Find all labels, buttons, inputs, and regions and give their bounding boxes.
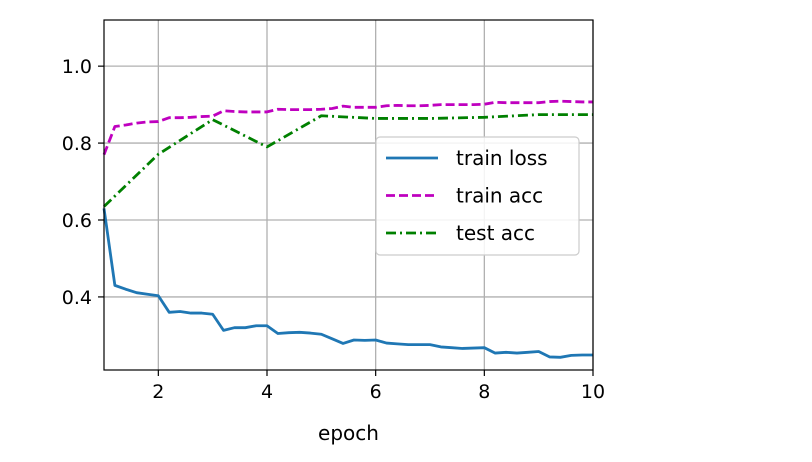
series-line-test-acc (103, 113, 593, 208)
x-tick-label: 6 (370, 381, 382, 403)
y-tick-label: 0.4 (62, 287, 92, 309)
series-lines (102, 99, 593, 359)
axis-ticks: 2 4 6 8 10 0.4 0.6 0.8 1.0 (62, 56, 605, 403)
x-axis-label: epoch (318, 421, 379, 445)
legend-label: train acc (456, 184, 543, 208)
x-tick-label: 10 (581, 381, 605, 403)
legend-label: test acc (456, 221, 535, 245)
legend-box (375, 136, 580, 256)
plot-frame (103, 19, 594, 371)
x-tick-label: 2 (152, 381, 164, 403)
x-tick-label: 8 (478, 381, 490, 403)
legend: train loss train acc test acc (375, 136, 580, 256)
series-line-train-acc (102, 99, 593, 156)
series-line-train-loss (102, 208, 593, 359)
legend-label: train loss (456, 146, 548, 170)
x-tick-label: 4 (261, 381, 273, 403)
y-tick-label: 1.0 (62, 56, 92, 78)
y-tick-label: 0.6 (62, 210, 92, 232)
y-tick-label: 0.8 (62, 133, 92, 155)
